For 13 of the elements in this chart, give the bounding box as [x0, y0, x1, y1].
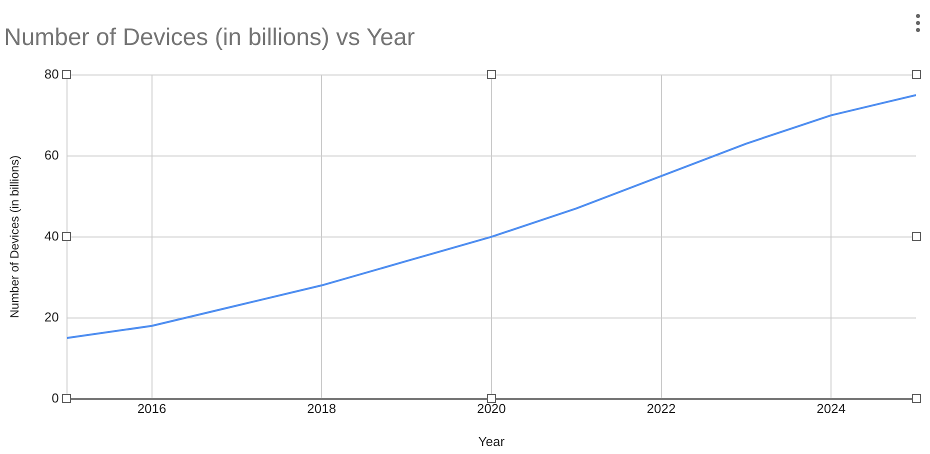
- y-tick-label: 0: [52, 390, 59, 406]
- y-axis-title: Number of Devices (in billions): [8, 155, 22, 318]
- x-tick-label: 2018: [307, 401, 336, 416]
- x-tick-label: 2016: [137, 401, 166, 416]
- x-tick-label: 2022: [646, 401, 676, 416]
- y-tick-label: 40: [44, 228, 59, 244]
- y-tick-label: 60: [44, 147, 59, 162]
- y-tick-label: 80: [44, 66, 59, 82]
- chart-title: Number of Devices (in billions) vs Year: [4, 24, 415, 52]
- x-axis-title: Year: [478, 434, 506, 449]
- y-tick-label: 20: [44, 309, 59, 324]
- x-tick-label: 2024: [816, 401, 846, 416]
- x-tick-label: 2020: [476, 401, 506, 416]
